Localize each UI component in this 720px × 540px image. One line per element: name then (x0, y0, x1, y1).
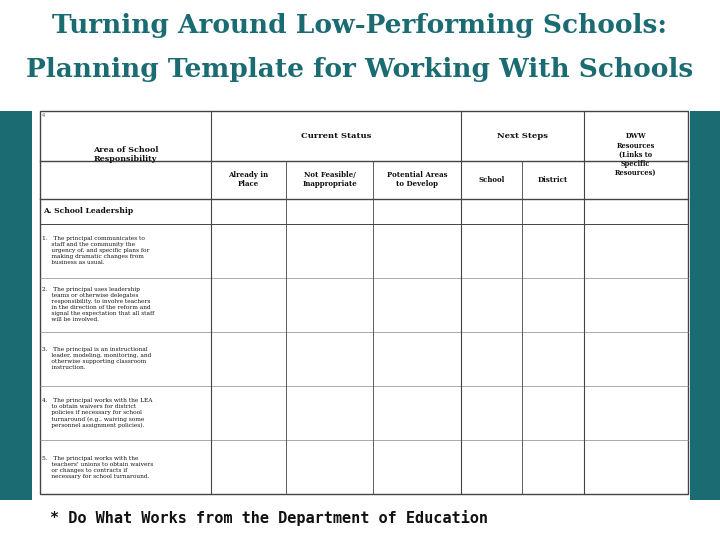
Text: Next Steps: Next Steps (497, 132, 548, 140)
Text: Area of School
Responsibility: Area of School Responsibility (93, 146, 158, 164)
Text: 3.   The principal is an instructional
     leader, modeling, monitoring, and
  : 3. The principal is an instructional lea… (42, 347, 152, 370)
Text: A. School Leadership: A. School Leadership (43, 207, 133, 215)
Text: * Do What Works from the Department of Education: * Do What Works from the Department of E… (50, 510, 488, 526)
Bar (40, 111, 688, 494)
Text: Planning Template for Working With Schools: Planning Template for Working With Schoo… (27, 57, 693, 82)
Text: Potential Areas
to Develop: Potential Areas to Develop (387, 171, 447, 188)
Text: Already in
Place: Already in Place (228, 171, 269, 188)
Text: 4: 4 (42, 113, 45, 118)
Text: Turning Around Low-Performing Schools:: Turning Around Low-Performing Schools: (53, 14, 667, 38)
Text: 4.   The principal works with the LEA
     to obtain waivers for district
     p: 4. The principal works with the LEA to o… (42, 398, 153, 428)
Text: Not Feasible/
Inappropriate: Not Feasible/ Inappropriate (302, 171, 357, 188)
Bar (0, 111, 32, 500)
Bar (690, 111, 720, 500)
Text: District: District (538, 176, 568, 184)
Text: Current Status: Current Status (301, 132, 372, 140)
Text: School: School (478, 176, 505, 184)
Text: 2.   The principal uses leadership
     teams or otherwise delegates
     respon: 2. The principal uses leadership teams o… (42, 287, 155, 322)
Text: DWW
Resources
(Links to
Specific
Resources): DWW Resources (Links to Specific Resourc… (615, 132, 657, 177)
Text: 5.   The principal works with the
     teachers' unions to obtain waivers
     o: 5. The principal works with the teachers… (42, 456, 154, 478)
Text: 1.   The principal communicates to
     staff and the community the
     urgency: 1. The principal communicates to staff a… (42, 237, 150, 265)
